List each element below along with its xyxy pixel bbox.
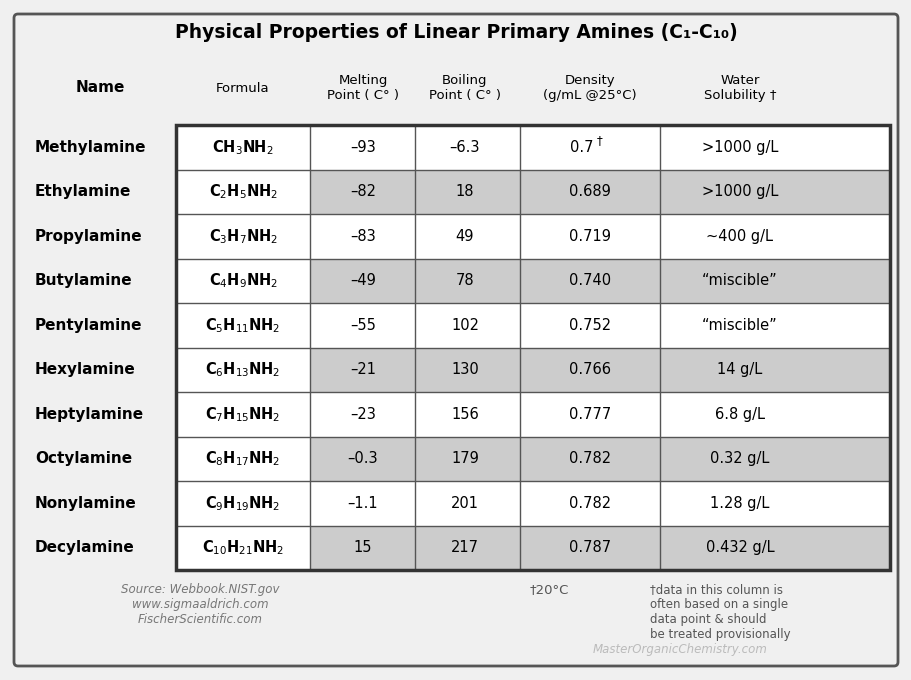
- Text: Decylamine: Decylamine: [35, 540, 135, 556]
- Text: Propylamine: Propylamine: [35, 228, 142, 243]
- Text: Formula: Formula: [216, 82, 270, 95]
- Text: C$_6$H$_{13}$NH$_2$: C$_6$H$_{13}$NH$_2$: [205, 360, 281, 379]
- Text: –49: –49: [350, 273, 375, 288]
- Bar: [176, 303, 310, 347]
- Text: 102: 102: [451, 318, 478, 333]
- Bar: [176, 214, 310, 258]
- Text: 217: 217: [451, 540, 478, 556]
- Bar: [176, 437, 889, 481]
- Bar: [176, 258, 310, 303]
- Text: >1000 g/L: >1000 g/L: [701, 184, 777, 199]
- Text: –83: –83: [350, 228, 375, 243]
- Text: 0.766: 0.766: [568, 362, 610, 377]
- Text: Hexylamine: Hexylamine: [35, 362, 136, 377]
- Bar: [176, 169, 889, 214]
- Text: C$_{10}$H$_{21}$NH$_2$: C$_{10}$H$_{21}$NH$_2$: [202, 539, 283, 557]
- Text: 0.740: 0.740: [568, 273, 610, 288]
- Bar: [176, 125, 310, 169]
- Bar: [176, 125, 889, 169]
- Text: 18: 18: [456, 184, 474, 199]
- Text: †20°C: †20°C: [529, 583, 568, 596]
- Text: 156: 156: [451, 407, 478, 422]
- Text: Density
(g/mL @25°C): Density (g/mL @25°C): [543, 74, 636, 102]
- Text: MasterOrganicChemistry.com: MasterOrganicChemistry.com: [592, 643, 766, 656]
- FancyBboxPatch shape: [14, 14, 897, 666]
- Text: –1.1: –1.1: [347, 496, 378, 511]
- Text: Source: Webbook.NIST.gov
www.sigmaaldrich.com
FischerScientific.com: Source: Webbook.NIST.gov www.sigmaaldric…: [120, 583, 279, 626]
- Text: 0.432 g/L: 0.432 g/L: [705, 540, 773, 556]
- Text: –21: –21: [350, 362, 375, 377]
- Text: Boiling
Point ( C° ): Boiling Point ( C° ): [428, 74, 500, 102]
- Text: ∼400 g/L: ∼400 g/L: [706, 228, 773, 243]
- Text: 0.7: 0.7: [569, 140, 593, 155]
- Text: “miscible”: “miscible”: [701, 318, 777, 333]
- Bar: [176, 125, 889, 570]
- Bar: [176, 347, 310, 392]
- Text: 0.689: 0.689: [568, 184, 610, 199]
- Text: C$_3$H$_7$NH$_2$: C$_3$H$_7$NH$_2$: [209, 227, 277, 245]
- Bar: [176, 437, 310, 481]
- Text: 201: 201: [451, 496, 478, 511]
- Text: 78: 78: [456, 273, 474, 288]
- Text: 14 g/L: 14 g/L: [717, 362, 762, 377]
- Text: Physical Properties of Linear Primary Amines (C₁-C₁₀): Physical Properties of Linear Primary Am…: [174, 22, 737, 41]
- Text: †: †: [597, 134, 602, 147]
- Text: Octylamine: Octylamine: [35, 452, 132, 466]
- Bar: [176, 526, 889, 570]
- Text: –23: –23: [350, 407, 375, 422]
- Text: C$_2$H$_5$NH$_2$: C$_2$H$_5$NH$_2$: [209, 182, 277, 201]
- Bar: [176, 481, 310, 526]
- Text: 1.28 g/L: 1.28 g/L: [710, 496, 769, 511]
- Bar: [176, 347, 889, 392]
- Text: 15: 15: [353, 540, 372, 556]
- Text: Water
Solubility †: Water Solubility †: [703, 74, 775, 102]
- Text: –82: –82: [350, 184, 375, 199]
- Text: –93: –93: [350, 140, 375, 155]
- Text: CH$_3$NH$_2$: CH$_3$NH$_2$: [212, 138, 273, 156]
- Text: Melting
Point ( C° ): Melting Point ( C° ): [327, 74, 399, 102]
- Text: C$_5$H$_{11}$NH$_2$: C$_5$H$_{11}$NH$_2$: [205, 316, 281, 335]
- Bar: [176, 392, 889, 437]
- Text: Methylamine: Methylamine: [35, 140, 147, 155]
- Text: †data in this column is
often based on a single
data point & should
be treated p: †data in this column is often based on a…: [650, 583, 790, 641]
- Text: 0.32 g/L: 0.32 g/L: [710, 452, 769, 466]
- Text: C$_8$H$_{17}$NH$_2$: C$_8$H$_{17}$NH$_2$: [205, 449, 281, 468]
- Text: >1000 g/L: >1000 g/L: [701, 140, 777, 155]
- Text: C$_4$H$_9$NH$_2$: C$_4$H$_9$NH$_2$: [209, 271, 277, 290]
- Text: 0.782: 0.782: [568, 452, 610, 466]
- Text: Ethylamine: Ethylamine: [35, 184, 131, 199]
- Text: 130: 130: [451, 362, 478, 377]
- Bar: [176, 392, 310, 437]
- Text: “miscible”: “miscible”: [701, 273, 777, 288]
- Bar: [176, 481, 889, 526]
- Text: Name: Name: [76, 80, 125, 95]
- Text: –55: –55: [350, 318, 375, 333]
- Bar: [176, 526, 310, 570]
- Text: Heptylamine: Heptylamine: [35, 407, 144, 422]
- Text: 179: 179: [451, 452, 478, 466]
- Text: C$_9$H$_{19}$NH$_2$: C$_9$H$_{19}$NH$_2$: [205, 494, 281, 513]
- Bar: [176, 258, 889, 303]
- Text: 6.8 g/L: 6.8 g/L: [714, 407, 764, 422]
- Text: –0.3: –0.3: [347, 452, 378, 466]
- Text: 0.787: 0.787: [568, 540, 610, 556]
- Text: Nonylamine: Nonylamine: [35, 496, 137, 511]
- Text: 0.752: 0.752: [568, 318, 610, 333]
- Text: C$_7$H$_{15}$NH$_2$: C$_7$H$_{15}$NH$_2$: [205, 405, 281, 424]
- Text: –6.3: –6.3: [449, 140, 480, 155]
- Bar: [176, 169, 310, 214]
- Text: 0.719: 0.719: [568, 228, 610, 243]
- Text: Butylamine: Butylamine: [35, 273, 132, 288]
- Bar: [176, 303, 889, 347]
- Text: 0.777: 0.777: [568, 407, 610, 422]
- Text: 49: 49: [456, 228, 474, 243]
- Bar: [176, 214, 889, 258]
- Text: 0.782: 0.782: [568, 496, 610, 511]
- Text: Pentylamine: Pentylamine: [35, 318, 142, 333]
